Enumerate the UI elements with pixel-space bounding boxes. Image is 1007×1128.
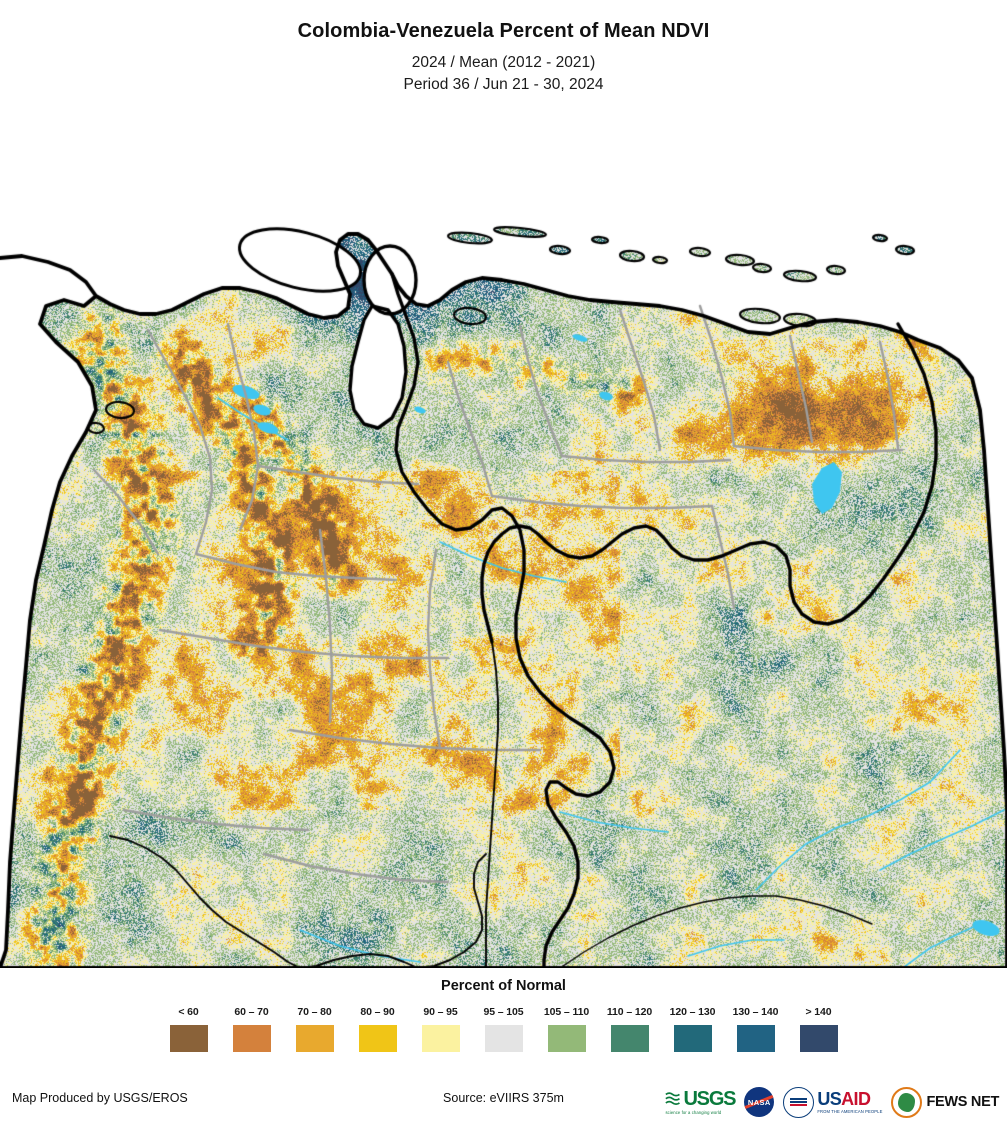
legend-class-label: 80 – 90 xyxy=(360,1006,395,1018)
legend-class-list: < 60 60 – 70 70 – 80 80 – 90 90 – 95 95 – 105… xyxy=(0,1006,1007,1052)
legend-class: < 60 xyxy=(157,1006,220,1052)
legend-class-label: 60 – 70 xyxy=(234,1006,269,1018)
legend-class: 80 – 90 xyxy=(346,1006,409,1052)
usaid-logo: US AID FROM THE AMERICAN PEOPLE xyxy=(783,1085,882,1119)
legend-class: 90 – 95 xyxy=(409,1006,472,1052)
legend-class: > 140 xyxy=(787,1006,850,1052)
ndvi-raster-map[interactable] xyxy=(0,110,1007,968)
fewsnet-logo: FEWS NET xyxy=(891,1085,999,1119)
legend-class-label: 120 – 130 xyxy=(669,1006,716,1018)
legend-class: 130 – 140 xyxy=(724,1006,787,1052)
fewsnet-globe-icon xyxy=(891,1086,923,1118)
legend-class-label: > 140 xyxy=(805,1006,832,1018)
legend-class-label: 95 – 105 xyxy=(483,1006,524,1018)
footer-credit: Map Produced by USGS/EROS xyxy=(12,1091,188,1105)
legend-class: 70 – 80 xyxy=(283,1006,346,1052)
legend-class-swatch xyxy=(610,1025,649,1052)
usgs-wordmark: USGS xyxy=(683,1088,736,1110)
legend-class-label: 70 – 80 xyxy=(297,1006,332,1018)
legend-title: Percent of Normal xyxy=(441,978,566,994)
usaid-wordmark-us: US xyxy=(817,1089,842,1109)
legend: Percent of Normal < 60 60 – 70 70 – 80 80 –… xyxy=(0,978,1007,1052)
nasa-wordmark: NASA xyxy=(747,1097,771,1107)
footer: Map Produced by USGS/EROS Source: eVIIRS… xyxy=(0,1078,1007,1128)
usgs-tagline: science for a changing world xyxy=(665,1110,722,1115)
legend-class-label: 90 – 95 xyxy=(423,1006,458,1018)
map-container[interactable] xyxy=(0,110,1007,968)
legend-class: 95 – 105 xyxy=(472,1006,535,1052)
usaid-seal-icon xyxy=(783,1086,815,1118)
subtitle-period-dates: Period 36 / Jun 21 - 30, 2024 xyxy=(403,76,604,93)
nasa-logo: NASA xyxy=(744,1085,775,1119)
map-header: Colombia-Venezuela Percent of Mean NDVI … xyxy=(0,0,1007,96)
legend-class: 120 – 130 xyxy=(661,1006,724,1052)
legend-class-label: 105 – 110 xyxy=(543,1006,590,1018)
fewsnet-wordmark: FEWS NET xyxy=(926,1094,999,1110)
footer-source: Source: eVIIRS 375m xyxy=(443,1091,564,1105)
subtitle-period-mean: 2024 / Mean (2012 - 2021) xyxy=(411,54,596,71)
legend-class-swatch xyxy=(421,1025,460,1052)
legend-class: 110 – 120 xyxy=(598,1006,661,1052)
usaid-tagline: FROM THE AMERICAN PEOPLE xyxy=(817,1109,883,1114)
legend-class-swatch xyxy=(484,1025,523,1052)
usgs-wave-icon xyxy=(665,1091,681,1105)
legend-class-swatch xyxy=(169,1025,208,1052)
legend-class-swatch xyxy=(295,1025,334,1052)
usaid-wordmark-aid: AID xyxy=(841,1089,871,1109)
legend-class-label: 110 – 120 xyxy=(606,1006,653,1018)
legend-class-swatch xyxy=(547,1025,586,1052)
legend-class-swatch xyxy=(232,1025,271,1052)
legend-class-swatch xyxy=(799,1025,838,1052)
page-title: Colombia-Venezuela Percent of Mean NDVI xyxy=(297,20,710,42)
usgs-logo: USGS science for a changing world xyxy=(665,1085,736,1119)
legend-class-swatch xyxy=(736,1025,775,1052)
legend-class-swatch xyxy=(358,1025,397,1052)
legend-class-swatch xyxy=(673,1025,712,1052)
legend-class: 60 – 70 xyxy=(220,1006,283,1052)
footer-logo-row: USGS science for a changing world NASA xyxy=(665,1082,999,1122)
legend-class: 105 – 110 xyxy=(535,1006,598,1052)
legend-class-label: 130 – 140 xyxy=(732,1006,779,1018)
legend-class-label: < 60 xyxy=(178,1006,199,1018)
